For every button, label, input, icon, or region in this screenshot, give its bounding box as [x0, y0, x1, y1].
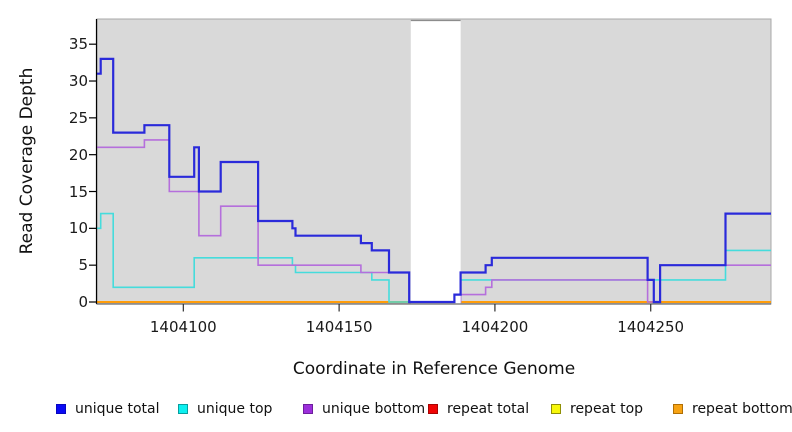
series-line-unique-bottom	[97, 139, 771, 303]
y-tick-label: 0	[78, 293, 88, 311]
legend-item-unique-total: unique total	[56, 400, 159, 418]
legend-label: repeat top	[570, 401, 644, 417]
legend-item-repeat-bottom: repeat bottom	[673, 400, 792, 418]
y-tick-label: 5	[78, 256, 88, 275]
legend-item-repeat-total: repeat total	[428, 400, 529, 418]
y-tick-label: 35	[68, 35, 88, 54]
x-axis-title: Coordinate in Reference Genome	[292, 359, 576, 379]
legend-item-unique-top: unique top	[178, 400, 272, 418]
legend-label: unique bottom	[322, 401, 426, 417]
unique-top-swatch-icon	[178, 404, 188, 414]
y-tick-label: 10	[68, 219, 88, 238]
x-tick-label: 1404100	[149, 318, 217, 336]
y-tick-label: 15	[68, 182, 88, 201]
series-line-unique-total	[97, 57, 771, 304]
legend-label: unique total	[75, 401, 160, 417]
y-tick-label: 30	[68, 72, 88, 90]
repeat-top-swatch-icon	[551, 404, 561, 414]
legend-label: unique top	[197, 401, 273, 417]
x-tick-label: 1404150	[305, 318, 373, 336]
repeat-total-swatch-icon	[428, 404, 438, 414]
unique-total-swatch-icon	[56, 404, 66, 414]
no-data-gap-band	[410, 20, 461, 304]
legend-label: repeat bottom	[692, 401, 792, 417]
x-tick-label: 1404200	[461, 318, 529, 336]
legend-item-repeat-top: repeat top	[551, 400, 643, 418]
x-tick-label: 1404250	[617, 318, 685, 336]
repeat-bottom-swatch-icon	[673, 404, 683, 414]
legend-label: repeat total	[447, 401, 530, 417]
y-axis-title: Read Coverage Depth	[17, 67, 37, 255]
unique-bottom-swatch-icon	[303, 404, 313, 414]
legend-item-unique-bottom: unique bottom	[303, 400, 425, 418]
y-tick-label: 20	[68, 145, 88, 164]
y-tick-label: 25	[68, 108, 88, 127]
